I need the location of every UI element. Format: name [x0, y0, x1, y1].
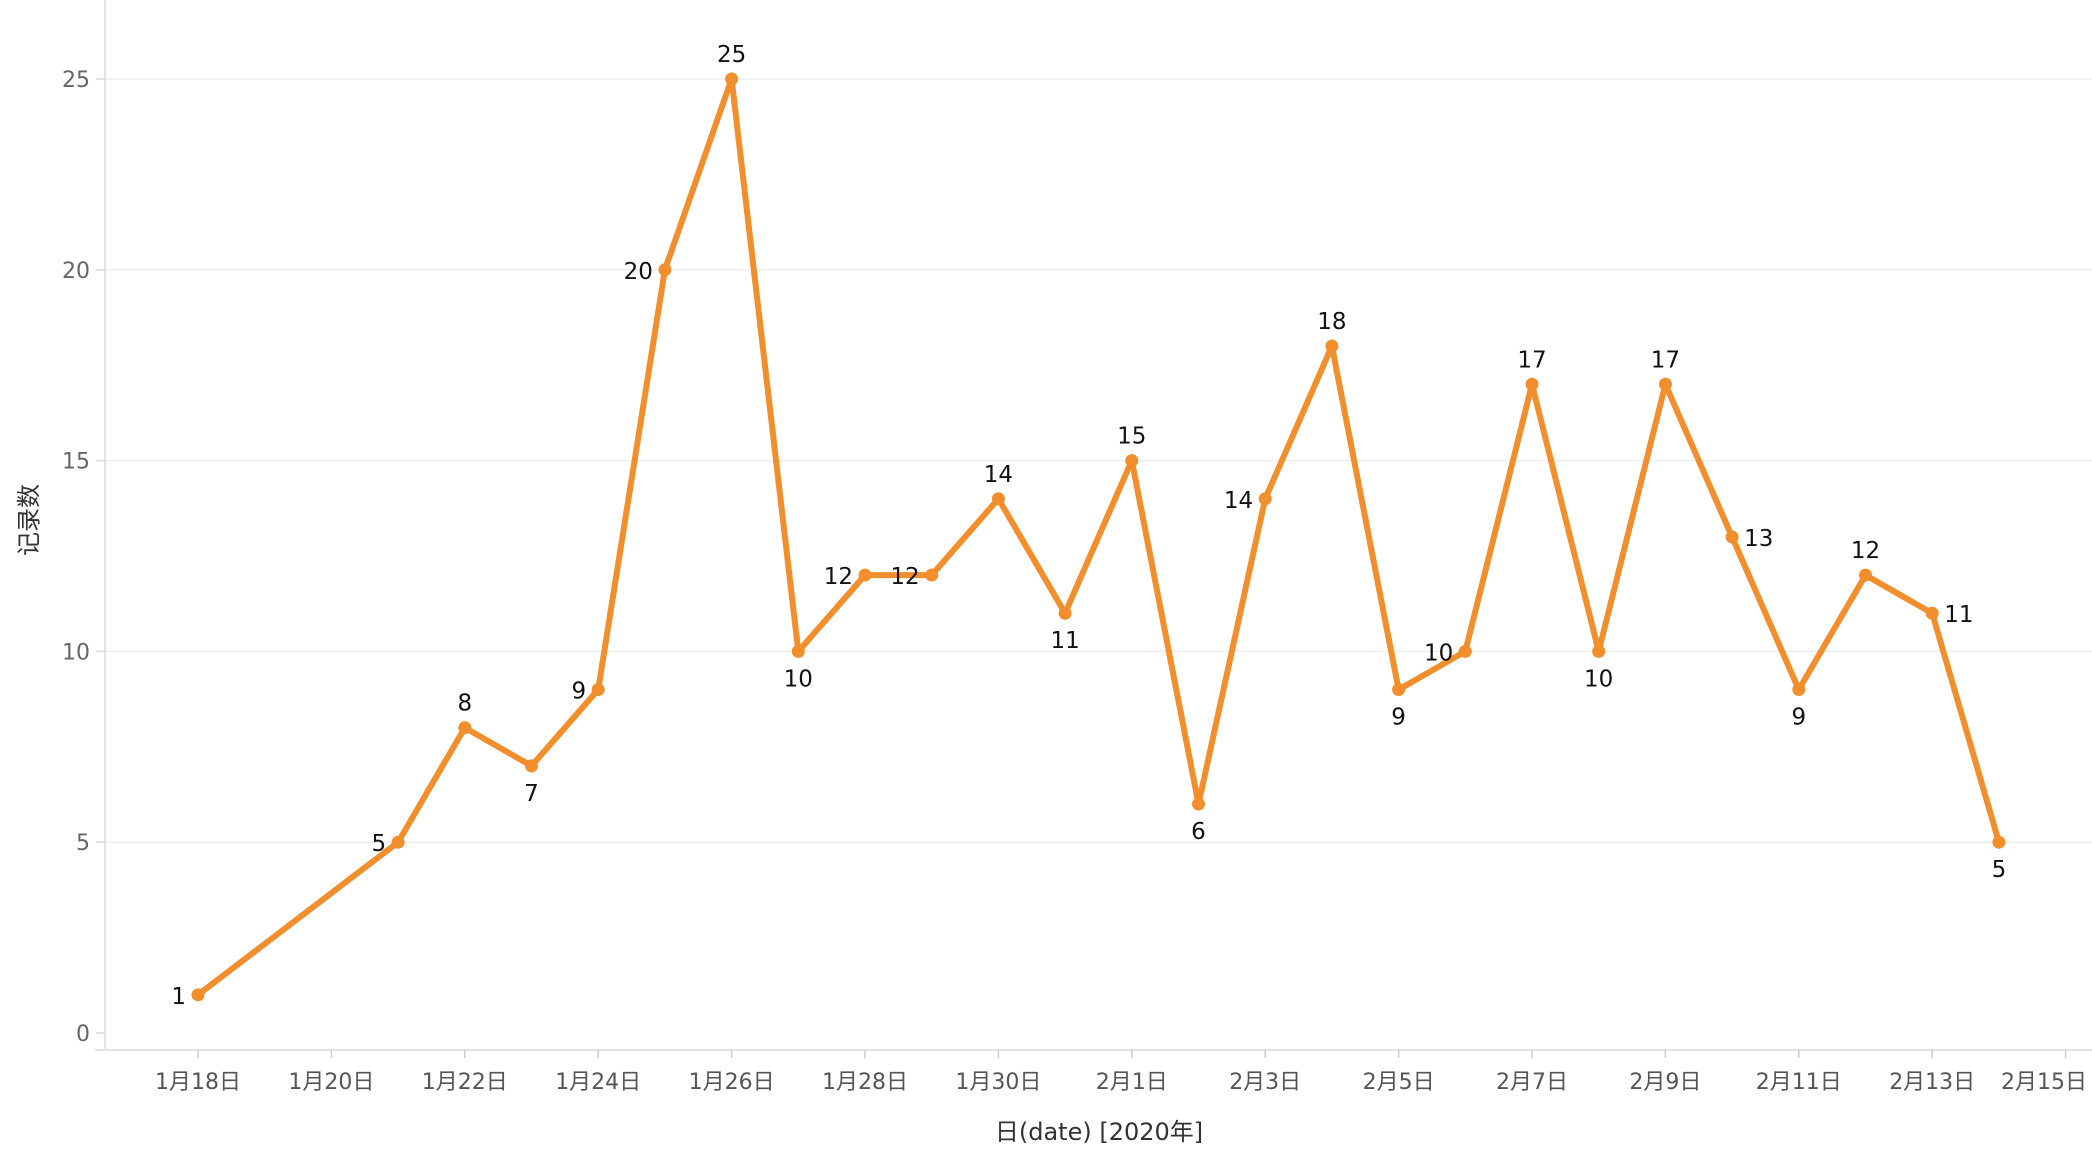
data-label: 9: [1791, 705, 1806, 731]
data-label: 17: [1651, 347, 1680, 373]
data-point: [925, 568, 939, 582]
x-tick-label: 1月24日: [555, 1070, 641, 1095]
data-point: [1592, 644, 1606, 658]
data-label: 13: [1744, 526, 1773, 552]
data-point: [658, 263, 672, 277]
data-label: 12: [824, 564, 853, 590]
x-tick-label: 1月18日: [155, 1070, 241, 1095]
y-tick-label: 0: [76, 1022, 90, 1047]
data-label: 14: [984, 462, 1013, 488]
x-tick-label: 1月26日: [689, 1070, 775, 1095]
data-point: [725, 72, 739, 86]
x-tick-label: 2月3日: [1229, 1070, 1301, 1095]
series-line: [195, 76, 2002, 998]
y-tick-label: 25: [62, 68, 90, 93]
data-label: 9: [1391, 705, 1406, 731]
x-tick-label: 2月11日: [1756, 1070, 1842, 1095]
data-points: [191, 72, 2006, 1002]
data-label: 15: [1117, 424, 1146, 450]
gridlines: [105, 78, 2092, 843]
y-axis-ticks: 0 5 10 15 20 25: [62, 68, 90, 1047]
data-point: [525, 759, 538, 773]
x-tick-label: 2月9日: [1629, 1070, 1701, 1095]
y-tick-label: 5: [76, 831, 90, 856]
data-label: 10: [1584, 666, 1613, 692]
x-tick-label: 2月7日: [1496, 1070, 1568, 1095]
data-point: [1792, 683, 1806, 697]
data-point: [991, 492, 1005, 506]
data-point: [391, 835, 405, 849]
x-axis-title: 日(date) [2020年]: [995, 1118, 1203, 1146]
x-tick-label: 2月1日: [1096, 1070, 1168, 1095]
data-point: [1725, 530, 1739, 544]
data-point: [791, 644, 805, 658]
x-tick-label: 1月22日: [422, 1070, 508, 1095]
x-tick-label: 1月30日: [955, 1070, 1041, 1095]
data-label: 5: [371, 831, 386, 857]
data-label: 10: [1424, 640, 1453, 666]
data-point: [1458, 644, 1472, 658]
data-point: [858, 568, 872, 582]
data-label: 25: [717, 42, 746, 68]
x-tick-label: 1月20日: [288, 1070, 374, 1095]
data-label: 5: [1992, 857, 2007, 883]
y-axis-title: 记录数: [15, 484, 43, 556]
data-point: [1392, 683, 1406, 697]
data-point: [1192, 797, 1205, 811]
data-label: 9: [572, 679, 587, 705]
data-point: [1325, 339, 1339, 353]
data-point: [1125, 454, 1139, 468]
x-axis-ticks: 1月18日 1月20日 1月22日 1月24日 1月26日 1月28日 1月30日 2月1日 2…: [155, 1050, 2087, 1095]
data-label: 1: [171, 984, 186, 1010]
data-point: [1525, 377, 1539, 391]
x-tick-label: 2月15日: [2001, 1070, 2087, 1095]
data-label: 12: [1851, 538, 1880, 564]
x-tick-label: 2月5日: [1363, 1070, 1435, 1095]
data-point: [1859, 568, 1872, 582]
data-point: [191, 988, 205, 1002]
y-tick-label: 20: [62, 259, 90, 284]
data-label: 10: [784, 666, 813, 692]
data-point: [1058, 606, 1072, 620]
y-tick-label: 10: [62, 640, 90, 665]
data-label: 11: [1944, 602, 1973, 628]
x-tick-label: 2月13日: [1889, 1070, 1975, 1095]
data-point: [1258, 492, 1272, 506]
data-point: [458, 721, 472, 735]
data-label: 17: [1517, 347, 1546, 373]
data-point: [1925, 606, 1939, 620]
series-line-layer: [195, 76, 2002, 998]
data-label: 12: [890, 564, 919, 590]
data-label: 7: [524, 781, 539, 807]
data-point: [1658, 377, 1672, 391]
data-label: 6: [1191, 819, 1206, 845]
y-tick-label: 15: [62, 450, 90, 475]
data-label: 20: [624, 259, 653, 285]
data-point: [591, 683, 605, 697]
x-tick-label: 1月28日: [822, 1070, 908, 1095]
axes: [95, 0, 2092, 1051]
data-label: 8: [457, 691, 472, 717]
data-label: 18: [1317, 309, 1346, 335]
data-label: 14: [1224, 488, 1253, 514]
data-label: 11: [1050, 628, 1079, 654]
data-point: [1992, 835, 2006, 849]
